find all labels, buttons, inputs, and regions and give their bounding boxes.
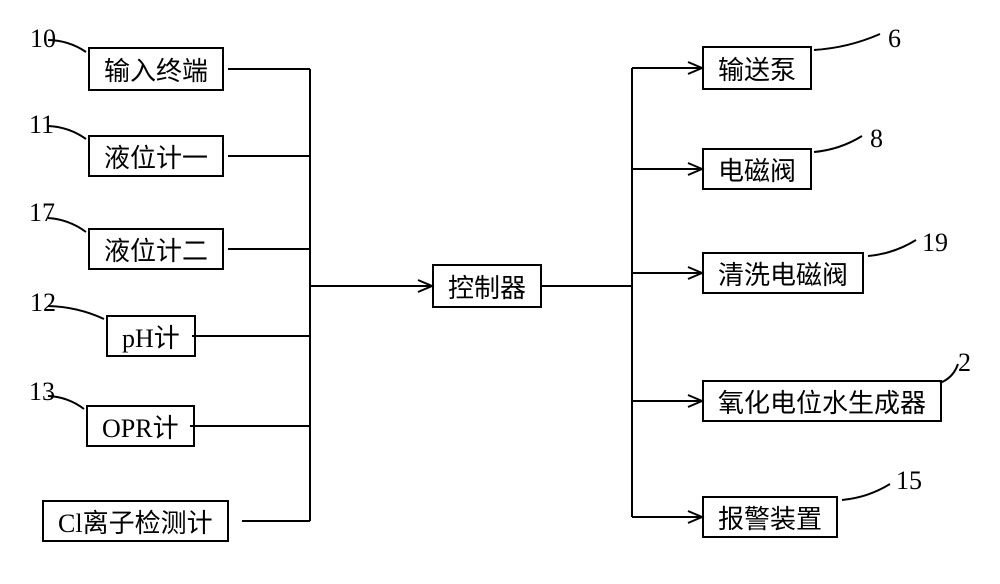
label-oxidation-potential-water-generator: 氧化电位水生成器 <box>718 383 926 420</box>
num-cleaning-solenoid-valve: 19 <box>922 228 948 258</box>
box-cl-ion-detector: Cl离子检测计 <box>42 500 229 542</box>
box-cleaning-solenoid-valve: 清洗电磁阀 <box>702 252 864 294</box>
num-oxidation-potential-water-generator: 2 <box>958 348 971 378</box>
box-controller: 控制器 <box>432 264 542 308</box>
label-cleaning-solenoid-valve: 清洗电磁阀 <box>718 255 848 292</box>
num-opr-meter: 13 <box>29 377 55 407</box>
box-opr-meter: OPR计 <box>86 405 195 447</box>
num-level-gauge-1: 11 <box>29 110 54 140</box>
num-transfer-pump: 6 <box>888 24 901 54</box>
label-opr-meter: OPR计 <box>102 408 179 445</box>
label-level-gauge-2: 液位计二 <box>104 231 208 268</box>
label-ph-meter: pH计 <box>122 318 180 355</box>
label-solenoid-valve: 电磁阀 <box>718 151 796 188</box>
box-oxidation-potential-water-generator: 氧化电位水生成器 <box>702 380 942 422</box>
box-level-gauge-1: 液位计一 <box>88 135 224 177</box>
box-ph-meter: pH计 <box>106 315 196 357</box>
label-transfer-pump: 输送泵 <box>718 50 796 87</box>
num-solenoid-valve: 8 <box>870 124 883 154</box>
box-input-terminal: 输入终端 <box>88 47 224 91</box>
label-input-terminal: 输入终端 <box>104 51 208 88</box>
box-solenoid-valve: 电磁阀 <box>702 148 812 190</box>
box-alarm-device: 报警装置 <box>702 496 838 538</box>
num-alarm-device: 15 <box>896 466 922 496</box>
label-level-gauge-1: 液位计一 <box>104 138 208 175</box>
num-input-terminal: 10 <box>30 24 56 54</box>
label-alarm-device: 报警装置 <box>718 499 822 536</box>
num-level-gauge-2: 17 <box>29 198 55 228</box>
box-level-gauge-2: 液位计二 <box>88 228 224 270</box>
num-ph-meter: 12 <box>30 288 56 318</box>
label-cl-ion-detector: Cl离子检测计 <box>58 503 213 540</box>
box-transfer-pump: 输送泵 <box>702 46 812 90</box>
label-controller: 控制器 <box>448 268 526 305</box>
